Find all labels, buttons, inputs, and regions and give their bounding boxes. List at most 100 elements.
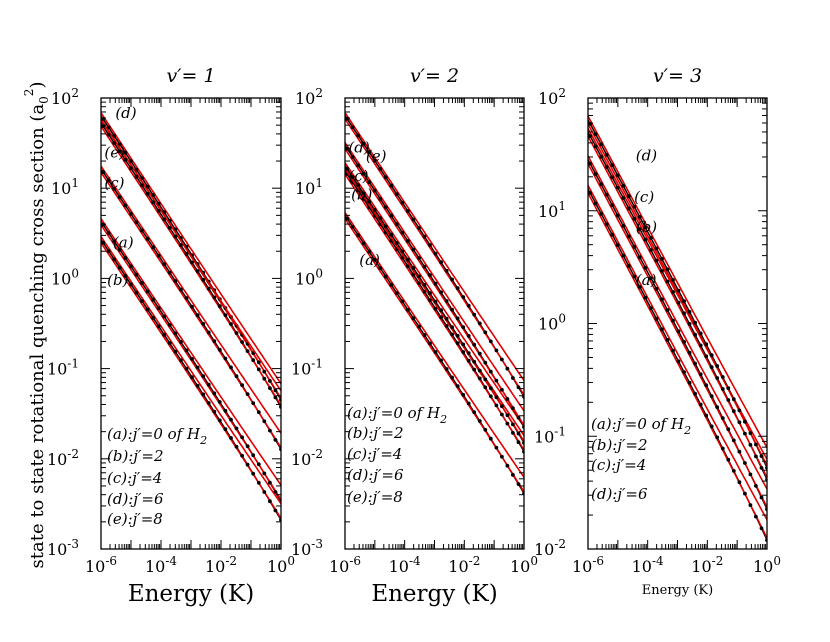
data-point (444, 268, 449, 273)
legend-entry: (a):j′=0 of H2 (107, 425, 207, 447)
x-tick-label: 100 (267, 554, 295, 576)
data-point (577, 101, 581, 105)
data-point (511, 431, 515, 435)
series-e-fit-line-upper (345, 111, 524, 381)
data-point (190, 357, 194, 361)
data-point (444, 367, 449, 371)
data-point (599, 211, 603, 216)
data-point (256, 367, 261, 372)
data-point (256, 360, 261, 365)
data-point (223, 356, 228, 361)
data-point (240, 340, 245, 344)
data-point (140, 299, 144, 303)
data-point (726, 427, 731, 432)
data-point (106, 231, 111, 236)
data-point (671, 290, 675, 294)
data-point (101, 222, 105, 227)
data-point (162, 314, 167, 319)
data-point (411, 316, 416, 321)
data-point (466, 358, 471, 363)
data-point (583, 181, 587, 185)
series-a-fit-line-lower (345, 217, 524, 493)
data-point (334, 130, 338, 134)
data-point (450, 332, 454, 337)
data-point (615, 243, 620, 248)
data-point (229, 365, 233, 370)
data-point (190, 260, 194, 265)
data-point (422, 264, 427, 269)
data-point (433, 306, 438, 311)
data-point (268, 386, 272, 390)
data-point (743, 419, 747, 424)
series-b-fit-line-upper (101, 235, 281, 505)
data-point (483, 385, 488, 390)
data-point (516, 431, 521, 436)
data-point (96, 215, 100, 219)
data-point (444, 324, 449, 328)
data-point (145, 289, 150, 294)
data-point (90, 107, 94, 111)
series-d-fit-line-upper (101, 111, 281, 385)
data-point (693, 391, 697, 396)
data-point (632, 244, 637, 249)
series-b-fit-line-upper (588, 154, 767, 490)
data-point (212, 295, 217, 300)
data-point (101, 240, 105, 245)
data-point (676, 300, 681, 305)
y-tick-label: 10-3 (47, 537, 79, 559)
data-point (422, 282, 427, 287)
y-axis-label-main: state to state rotational quenching cros… (27, 104, 48, 569)
series-d-fit-line-upper (345, 141, 524, 412)
data-point (394, 192, 399, 197)
data-point (654, 258, 659, 263)
data-point (671, 318, 675, 323)
x-tick-label: 10-4 (145, 554, 177, 576)
series-a-fit-line-upper (588, 183, 767, 521)
data-point (610, 175, 615, 180)
data-point (117, 149, 122, 154)
series-c-fit-line-upper (345, 161, 524, 428)
data-point (268, 379, 272, 383)
data-point (704, 354, 709, 359)
data-point (345, 116, 349, 121)
data-point (477, 321, 482, 326)
data-point (406, 209, 410, 213)
data-point (500, 357, 504, 362)
y-tick-label: 101 (538, 199, 566, 221)
data-point (140, 281, 144, 285)
data-point (450, 307, 454, 312)
data-point (389, 183, 394, 188)
data-point (106, 249, 111, 253)
data-point (245, 392, 250, 396)
data-point (173, 331, 178, 336)
data-point (649, 248, 653, 252)
data-point (96, 233, 100, 237)
curves (334, 109, 524, 496)
y-axis-label-sub: 0 (37, 96, 51, 104)
data-point (577, 114, 581, 118)
data-point (687, 380, 692, 385)
data-point (90, 224, 94, 228)
data-point (488, 339, 493, 344)
data-point (123, 274, 128, 278)
y-axis-label: state to state rotational quenching cros… (22, 82, 51, 569)
data-point (433, 281, 438, 286)
y-tick-label: 101 (51, 176, 79, 198)
data-point (173, 349, 178, 354)
data-point (466, 351, 471, 355)
data-point (583, 151, 587, 155)
data-point (350, 155, 355, 159)
data-point (621, 196, 626, 200)
curve-label-a: (a) (113, 234, 134, 252)
data-point (134, 167, 139, 172)
data-point (372, 188, 377, 193)
data-point (356, 233, 360, 238)
data-point (340, 109, 344, 113)
data-point (593, 132, 598, 137)
series-c-fit-line-lower (588, 134, 767, 478)
data-point (184, 296, 189, 300)
data-point (417, 324, 421, 329)
data-point (151, 245, 156, 250)
data-point (643, 265, 648, 270)
data-point (704, 413, 709, 418)
